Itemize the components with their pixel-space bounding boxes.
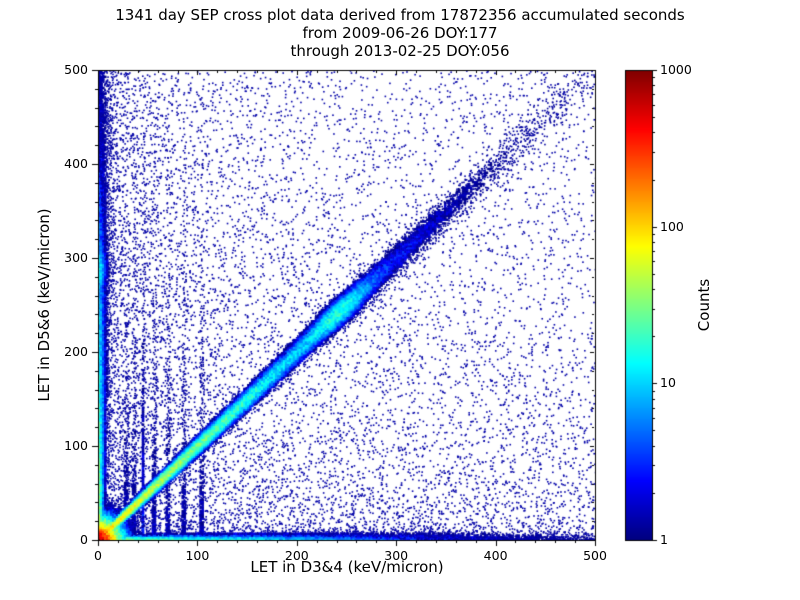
x-axis-label: LET in D3&4 (keV/micron) <box>250 558 444 576</box>
x-tick-label: 0 <box>94 548 102 563</box>
y-tick-label: 300 <box>64 250 88 265</box>
colorbar-label: Counts <box>695 278 713 332</box>
colorbar-tick-label: 10 <box>660 375 676 391</box>
x-tick-label: 100 <box>185 548 210 563</box>
plot-title-line2: from 2009-06-26 DOY:177 <box>302 24 498 42</box>
y-tick-label: 400 <box>64 156 88 171</box>
colorbar-tick-label: 100 <box>660 218 684 234</box>
colorbar-tick-label: 1 <box>660 532 668 547</box>
plot-title-line3: through 2013-02-25 DOY:056 <box>290 42 510 60</box>
x-tick-label: 200 <box>284 548 309 563</box>
x-tick-label: 300 <box>384 548 409 563</box>
y-tick-label: 0 <box>80 532 88 547</box>
y-tick-label: 200 <box>64 344 88 359</box>
x-tick-label: 400 <box>483 548 508 563</box>
plot-title-line1: 1341 day SEP cross plot data derived fro… <box>115 6 685 24</box>
y-axis-label: LET in D5&6 (keV/micron) <box>35 208 53 402</box>
colorbar-tick-label: 1000 <box>660 62 692 77</box>
x-tick-label: 500 <box>583 548 607 563</box>
y-tick-label: 100 <box>64 438 88 453</box>
y-tick-label: 500 <box>64 62 88 77</box>
